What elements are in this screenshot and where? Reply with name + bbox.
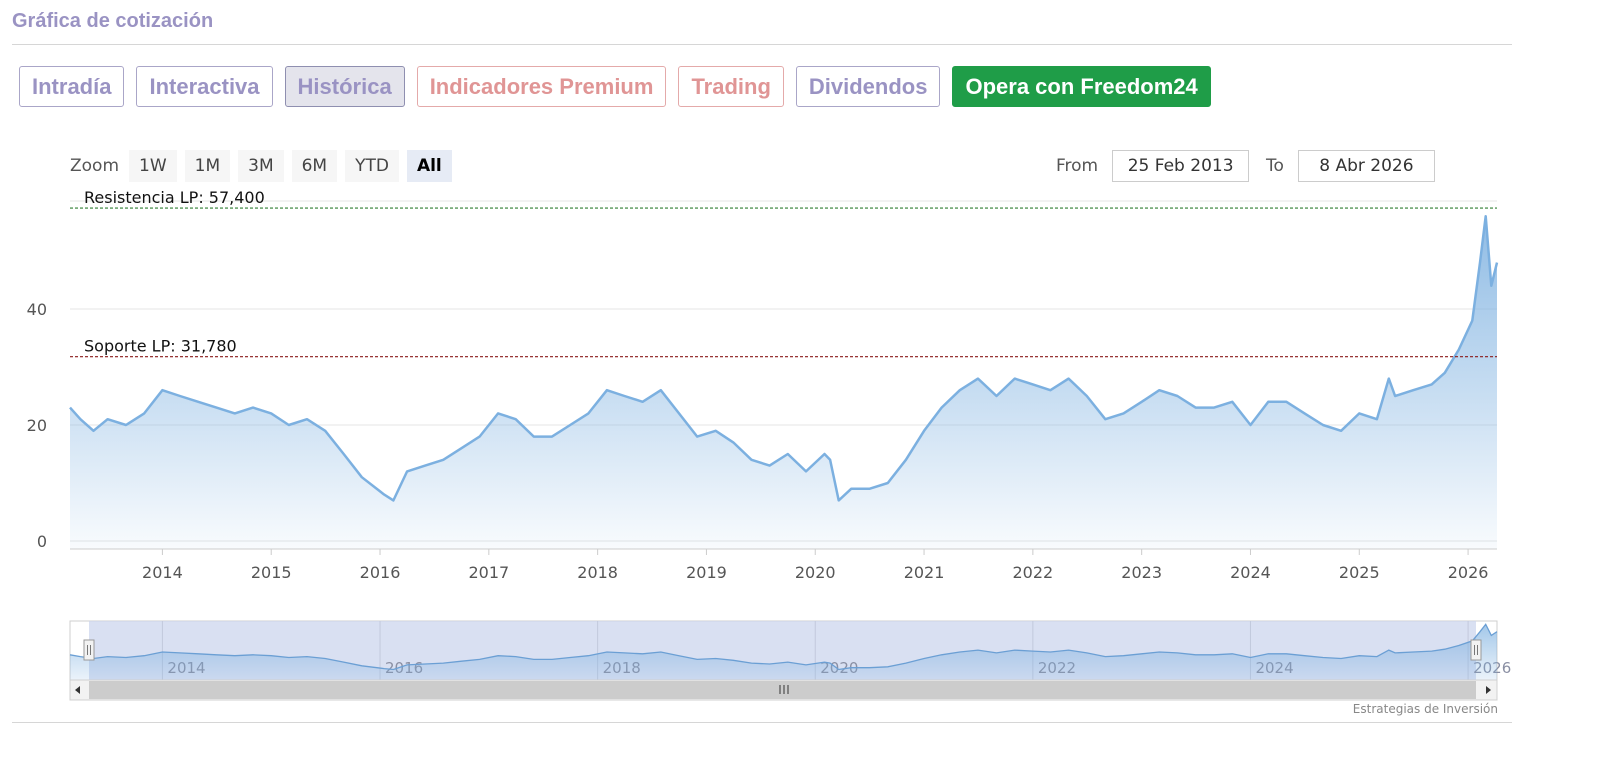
x-tick-label: 2021 [904,563,945,582]
tab-interactiva[interactable]: Interactiva [136,66,273,107]
from-date-input[interactable] [1112,150,1250,182]
from-label: From [1056,156,1099,176]
x-tick-label: 2025 [1339,563,1380,582]
navigator-scrollbar[interactable] [69,679,1498,701]
resistance-line-label: Resistencia LP: 57,400 [84,188,265,207]
price-area [70,216,1497,549]
title-divider [12,44,1512,45]
zoom-1m-button[interactable]: 1M [184,150,231,182]
zoom-selector: Zoom 1W 1M 3M 6M YTD All [70,150,452,182]
navigator-area [70,624,1497,680]
x-tick-label: 2016 [360,563,401,582]
zoom-6m-button[interactable]: 6M [291,150,338,182]
freedom24-cta-button[interactable]: Opera con Freedom24 [952,66,1211,107]
date-from: From [1056,150,1250,182]
date-to: To [1266,150,1435,182]
x-tick-label: 2014 [142,563,183,582]
zoom-1w-button[interactable]: 1W [129,150,177,182]
tab-trading[interactable]: Trading [678,66,784,107]
chart-credit: Estrategias de Inversión [1352,702,1498,716]
scroll-left-arrow-icon[interactable] [75,686,80,694]
x-tick-label: 2020 [795,563,836,582]
y-tick-label: 20 [27,416,47,435]
x-tick-label: 2018 [577,563,618,582]
page-title: Gráfica de cotización [12,10,214,32]
x-tick-label: 2022 [1013,563,1054,582]
tab-indicadores-premium[interactable]: Indicadores Premium [416,66,667,107]
navigator-line [69,623,1498,671]
x-tick-label: 2015 [251,563,292,582]
to-label: To [1266,156,1284,176]
tab-historica[interactable]: Histórica [284,66,405,107]
support-line-label: Soporte LP: 31,780 [84,337,237,356]
x-tick-label: 2024 [1230,563,1271,582]
price-line [69,214,1499,502]
x-tick-label: 2026 [1448,563,1489,582]
x-tick-label: 2023 [1121,563,1162,582]
navigator-right-handle[interactable] [1470,639,1482,661]
x-tick-label: 2019 [686,563,727,582]
zoom-ytd-button[interactable]: YTD [345,150,399,182]
chart-tabs: Intradía Interactiva Histórica Indicador… [19,66,1211,107]
zoom-all-button[interactable]: All [406,150,452,182]
y-tick-label: 40 [27,300,47,319]
scroll-right-arrow-icon[interactable] [1486,686,1491,694]
handle-body [1470,639,1482,661]
tab-intradia[interactable]: Intradía [19,66,125,107]
x-tick-label: 2017 [468,563,509,582]
scrollbar-thumb [89,681,1476,699]
zoom-3m-button[interactable]: 3M [238,150,284,182]
navigator-left-handle[interactable] [83,639,95,661]
bottom-divider [12,722,1512,723]
handle-body [83,639,95,661]
tab-dividendos[interactable]: Dividendos [795,66,941,107]
to-date-input[interactable] [1297,150,1435,182]
zoom-label: Zoom [70,156,120,176]
y-tick-label: 0 [37,532,47,551]
